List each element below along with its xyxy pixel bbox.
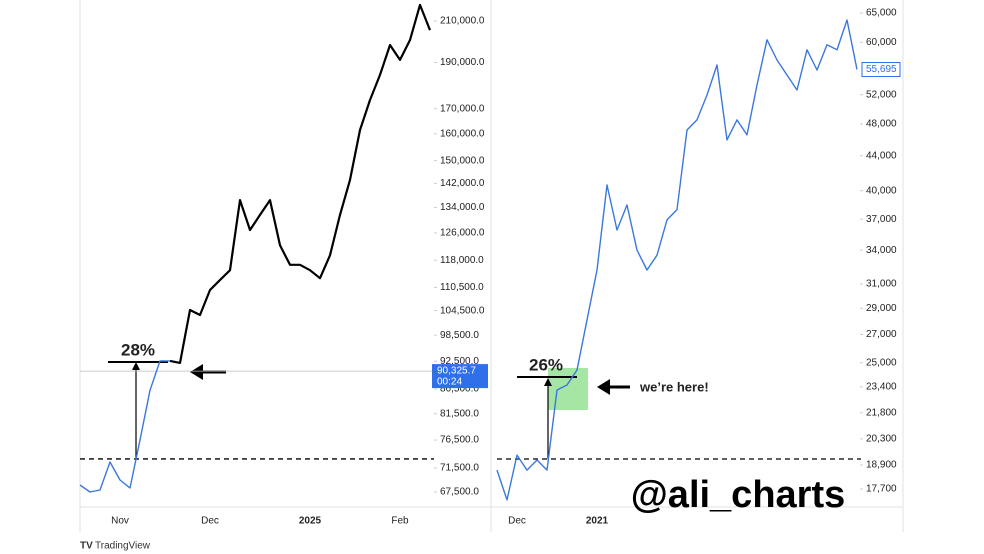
y-tick-label: 92,500.0 <box>440 356 479 367</box>
highlight <box>548 368 588 410</box>
y-tick-label: 25,000 <box>866 357 897 368</box>
y-tick-label: 29,000 <box>866 303 897 314</box>
x-tick-label: 2021 <box>586 516 609 527</box>
y-tick-label: 21,800 <box>866 407 897 418</box>
y-tick-label: 60,000 <box>866 37 897 48</box>
y-tick-label: 17,700 <box>866 484 897 495</box>
y-tick-label: 48,000 <box>866 119 897 130</box>
annotation: 26% <box>529 355 563 374</box>
line-series <box>169 3 432 364</box>
price-badge <box>861 62 901 78</box>
line-series <box>79 360 170 493</box>
y-tick-label: 104,500.0 <box>440 305 485 316</box>
x-tick-label: Dec <box>201 516 219 527</box>
y-tick-label: 18,900 <box>866 460 897 471</box>
line-series <box>496 19 858 501</box>
brand: TradingView <box>95 541 151 552</box>
arrow-head <box>597 379 610 395</box>
y-tick-label: 40,000 <box>866 185 897 196</box>
y-tick-label: 20,300 <box>866 433 897 444</box>
y-tick-label: 142,000.0 <box>440 178 485 189</box>
y-tick-label: 71,500.0 <box>440 463 479 474</box>
y-tick-label: 27,000 <box>866 329 897 340</box>
x-tick-label: Feb <box>391 516 409 527</box>
y-tick-label: 31,000 <box>866 279 897 290</box>
watermark: @ali_charts <box>631 474 846 516</box>
y-tick-label: 65,000 <box>866 8 897 19</box>
y-tick-label: 67,500.0 <box>440 487 479 498</box>
y-tick-label: 190,000.0 <box>440 57 485 68</box>
y-tick-label: 126,000.0 <box>440 228 485 239</box>
y-tick-label: 37,000 <box>866 214 897 225</box>
y-tick-label: 210,000.0 <box>440 16 485 27</box>
x-tick-label: Dec <box>508 516 526 527</box>
y-tick-label: 134,000.0 <box>440 202 485 213</box>
arrow-head <box>190 364 203 380</box>
y-tick-label: 118,000.0 <box>440 255 484 266</box>
logo: TV <box>80 541 93 552</box>
annotation: 28% <box>121 340 155 359</box>
price-label: 55,695 <box>866 64 897 75</box>
price-badge <box>432 364 488 389</box>
y-tick-label: 34,000 <box>866 245 897 256</box>
x-tick-label: 2025 <box>299 516 322 527</box>
countdown: 00:24 <box>437 377 462 388</box>
y-tick-label: 160,000.0 <box>440 128 485 139</box>
plots: 210,000.0 190,000.0 170,000.0 160,000.0 150,… <box>79 3 901 527</box>
y-tick-label: 76,500.0 <box>440 435 479 446</box>
y-tick-label: 44,000 <box>866 150 897 161</box>
x-tick-label: Nov <box>111 516 129 527</box>
y-tick-label: 98,500.0 <box>440 330 479 341</box>
y-tick-label: 23,400 <box>866 381 897 392</box>
y-tick-label: 52,000 <box>866 89 897 100</box>
y-tick-label: 150,000.0 <box>440 155 485 166</box>
price-label: 90,325.7 <box>437 366 476 377</box>
note: we’re here! <box>639 379 709 394</box>
y-tick-label: 86,500.0 <box>440 384 479 395</box>
arrow-head <box>544 378 552 386</box>
arrow-head <box>132 362 140 370</box>
y-tick-label: 81,500.0 <box>440 408 479 419</box>
y-tick-label: 170,000.0 <box>440 103 485 114</box>
y-tick-label: 110,500.0 <box>440 282 484 293</box>
